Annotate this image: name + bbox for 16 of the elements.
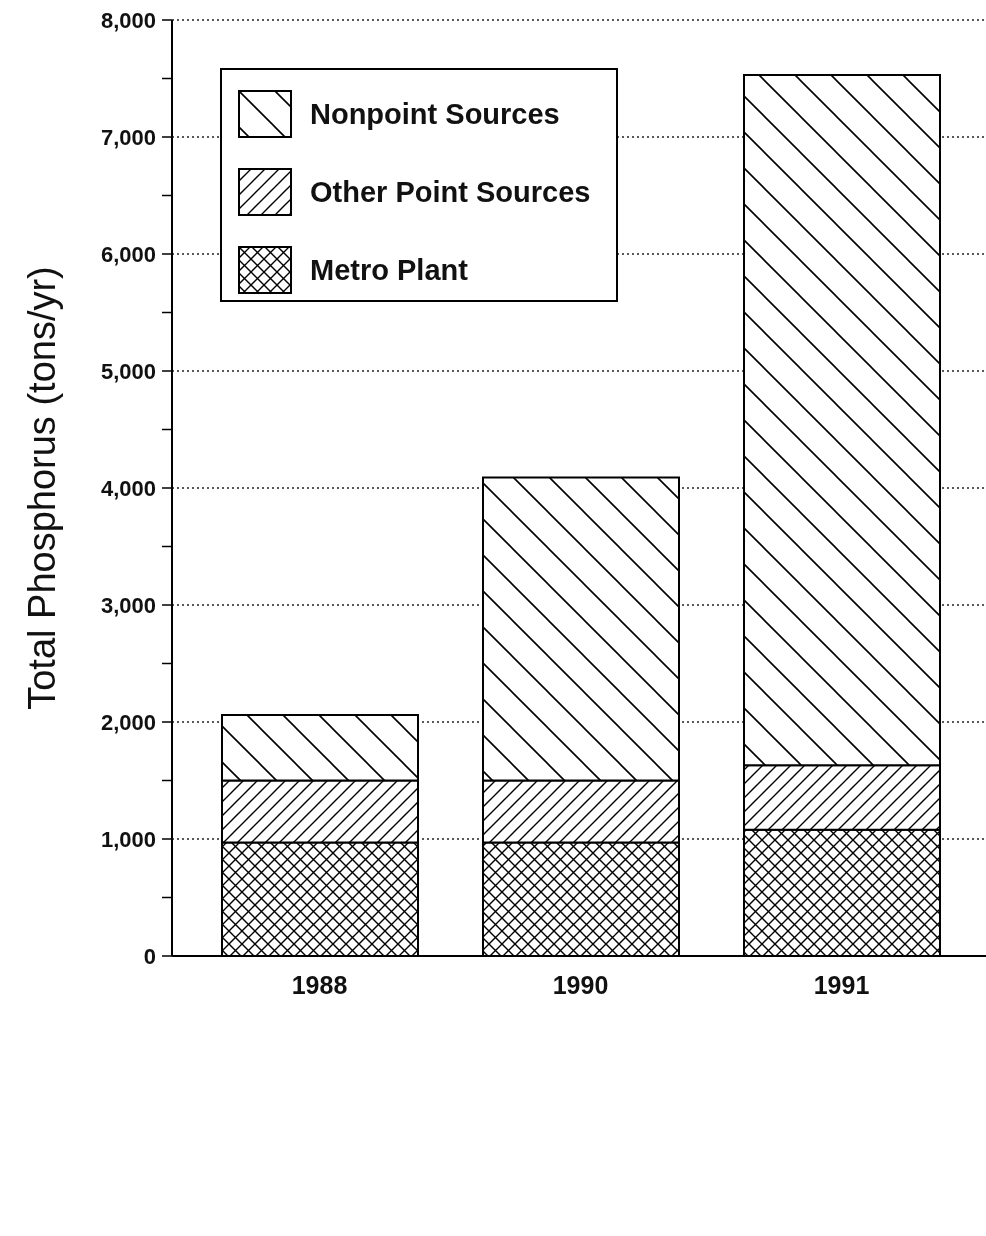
y-tick-label: 6,000 [100,241,156,267]
legend-label: Other Point Sources [310,175,591,209]
y-tick-label: 8,000 [100,7,156,33]
y-axis-title: Total Phosphorus (tons/yr) [21,266,63,710]
y-tick-label: 4,000 [100,475,156,501]
y-tick-label: 3,000 [100,592,156,618]
y-tick-label: 1,000 [100,826,156,852]
y-tick-label: 0 [143,943,156,969]
y-tick-label: 2,000 [100,709,156,735]
y-tick-label: 5,000 [100,358,156,384]
x-tick-label: 1990 [552,970,609,999]
legend-label: Metro Plant [310,253,468,287]
x-tick-label: 1988 [291,970,348,999]
y-tick-label: 7,000 [100,124,156,150]
x-tick-label: 1991 [813,970,870,999]
legend-label: Nonpoint Sources [310,97,560,131]
